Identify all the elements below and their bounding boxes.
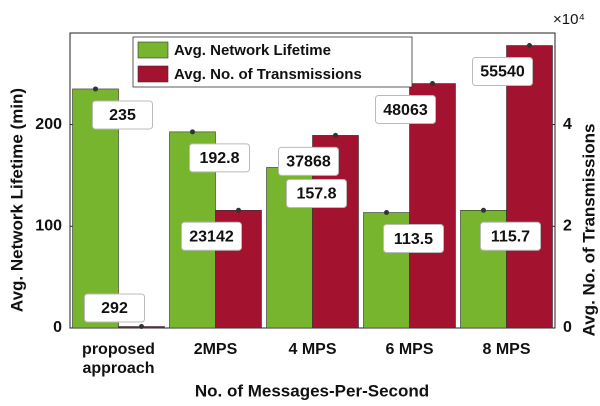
bar-top-marker xyxy=(236,207,241,213)
legend-label: Avg. Network Lifetime xyxy=(174,42,331,59)
bar-top-marker xyxy=(333,132,338,138)
value-label-text: 48063 xyxy=(383,102,428,119)
y2-tick-label: 4 xyxy=(563,116,572,133)
value-label: 113.5 xyxy=(383,224,444,254)
y-tick-label: 0 xyxy=(53,319,62,336)
bar-top-marker xyxy=(93,86,98,92)
bar xyxy=(409,83,456,329)
value-label-box xyxy=(92,100,153,130)
value-label-text: 235 xyxy=(109,107,136,124)
legend-label: Avg. No. of Transmissions xyxy=(174,66,362,83)
value-label-text: 115.7 xyxy=(491,229,530,246)
value-label: 235 xyxy=(92,100,153,130)
value-label-box xyxy=(189,143,250,173)
value-label-box xyxy=(181,221,242,251)
x-tick-label: 6 MPS xyxy=(385,341,434,358)
value-label-text: 192.8 xyxy=(199,150,239,167)
value-label: 192.8 xyxy=(189,143,250,173)
value-label-box xyxy=(278,146,339,176)
bar-top-marker xyxy=(384,210,389,216)
value-label: 23142 xyxy=(181,221,242,251)
y2-tick-label: 2 xyxy=(563,217,572,234)
value-label-text: 37868 xyxy=(286,154,331,171)
value-label-box xyxy=(286,178,347,208)
x-tick-label: 4 MPS xyxy=(288,341,337,358)
y2-tick-label: 0 xyxy=(563,319,572,336)
legend-swatch xyxy=(137,41,169,59)
value-label-text: 157.8 xyxy=(296,186,336,203)
value-label: 115.7 xyxy=(480,221,541,251)
bar-top-marker xyxy=(190,129,195,135)
y2-multiplier: ×10⁴ xyxy=(553,11,585,28)
y-tick-label: 100 xyxy=(35,217,62,234)
value-label: 292 xyxy=(84,293,145,323)
y-axis-label: Avg. Network Lifetime (min) xyxy=(7,88,26,312)
y2-axis-label: Avg. No. of Transmissions xyxy=(579,124,598,337)
x-tick-label: 2MPS xyxy=(193,341,238,358)
value-label-text: 113.5 xyxy=(394,231,433,248)
value-label-box xyxy=(480,221,541,251)
x-tick-label: 8 MPS xyxy=(482,341,531,358)
value-label: 37868 xyxy=(278,146,339,176)
y-tick-label: 200 xyxy=(35,116,62,133)
bar-top-marker xyxy=(139,324,144,330)
x-axis-label: No. of Messages-Per-Second xyxy=(195,381,429,400)
bar-top-marker xyxy=(527,43,532,49)
value-label-text: 23142 xyxy=(189,229,234,246)
legend-swatch xyxy=(137,65,169,83)
value-label: 55540 xyxy=(472,57,533,87)
legend-box xyxy=(132,36,413,88)
value-label-text: 55540 xyxy=(480,64,525,81)
value-label: 48063 xyxy=(375,95,436,125)
value-label-box xyxy=(383,224,444,254)
value-label-text: 292 xyxy=(101,300,128,317)
value-label: 157.8 xyxy=(286,178,347,208)
value-label-box xyxy=(472,57,533,87)
legend: Avg. Network Lifetime Avg. No. of Transmi… xyxy=(132,36,413,88)
value-label-box xyxy=(84,293,145,323)
x-tick-label: proposed approach xyxy=(82,341,155,377)
value-label-box xyxy=(375,95,436,125)
bar-top-marker xyxy=(481,207,486,213)
bar-top-marker xyxy=(430,81,435,87)
bar xyxy=(506,45,553,329)
